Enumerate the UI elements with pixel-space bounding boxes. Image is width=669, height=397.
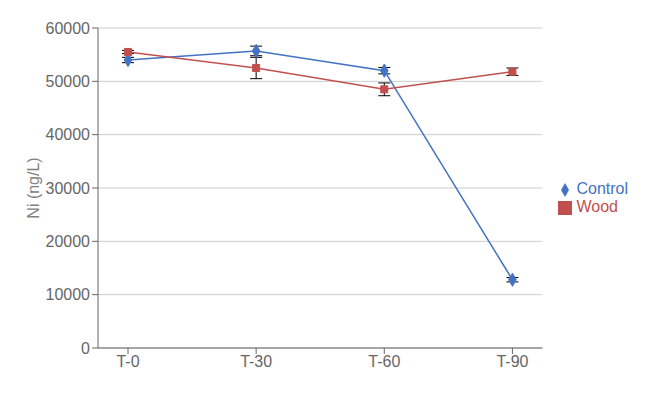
svg-text:40000: 40000 <box>46 126 91 143</box>
html-text:Control: Control <box>576 180 628 197</box>
html-text:Wood: Wood <box>576 198 618 215</box>
svg-text:T-60: T-60 <box>368 353 400 370</box>
svg-text:10000: 10000 <box>46 286 91 303</box>
svg-text:T-30: T-30 <box>240 353 272 370</box>
svg-text:Ni (ng/L): Ni (ng/L) <box>25 157 42 218</box>
svg-text:20000: 20000 <box>46 233 91 250</box>
svg-text:60000: 60000 <box>46 20 91 37</box>
svg-text:T-0: T-0 <box>116 353 139 370</box>
svg-text:30000: 30000 <box>46 180 91 197</box>
svg-text:50000: 50000 <box>46 73 91 90</box>
svg-text:0: 0 <box>81 340 90 357</box>
svg-text:T-90: T-90 <box>496 353 528 370</box>
